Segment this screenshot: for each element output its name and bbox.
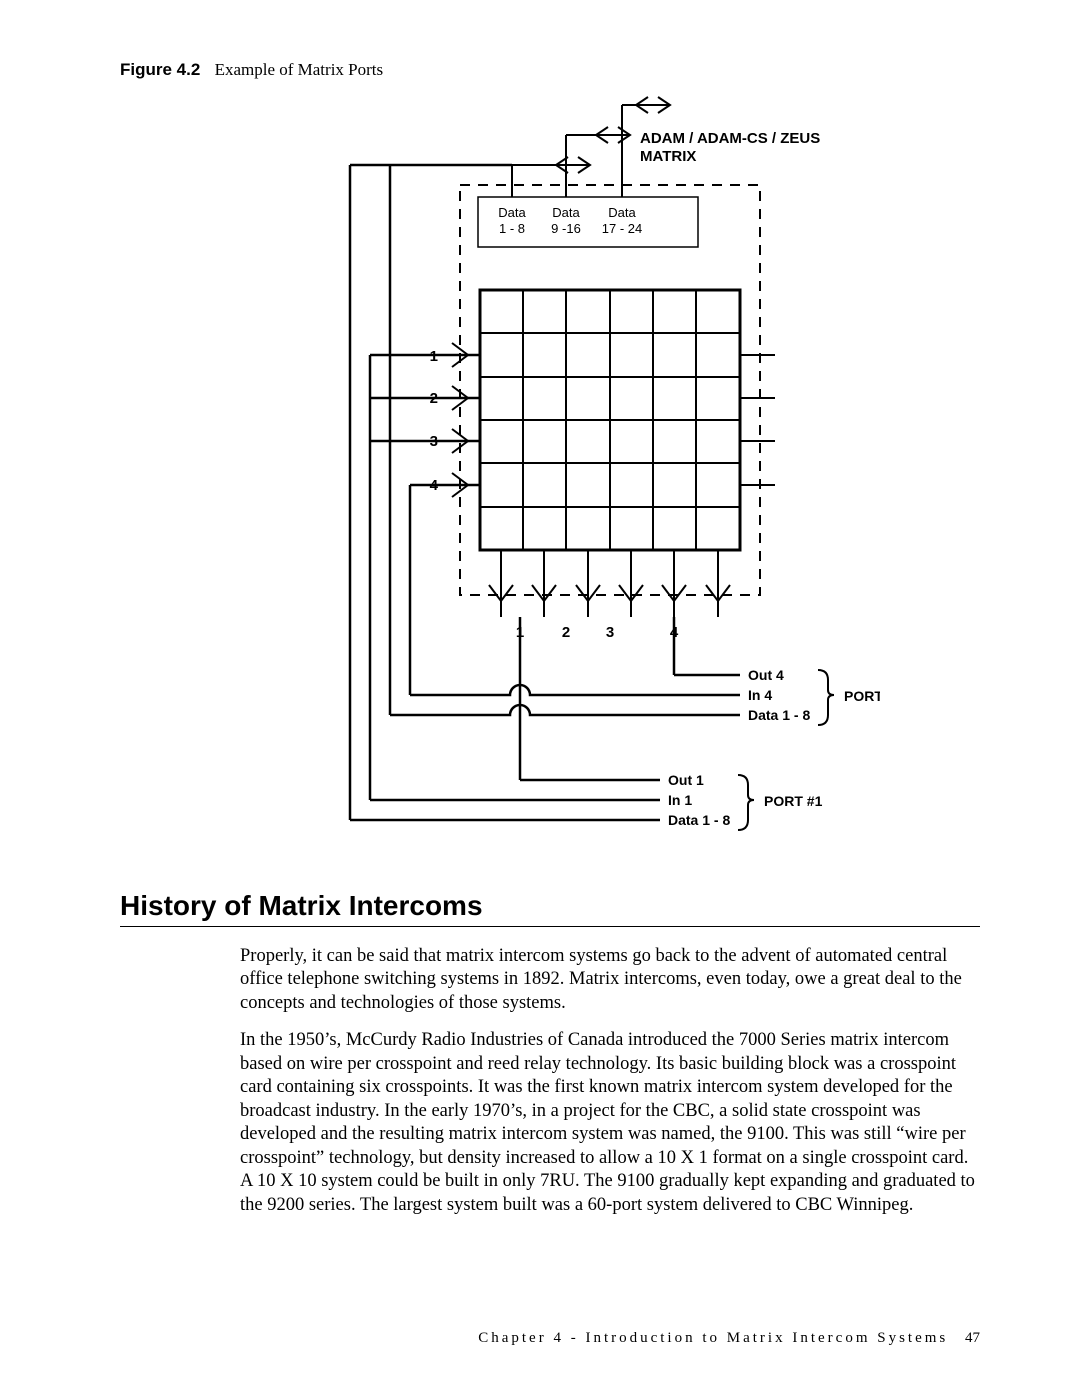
- data-c2-l2: 9 -16: [551, 221, 581, 236]
- page-footer: Chapter 4 - Introduction to Matrix Inter…: [120, 1330, 980, 1347]
- page: Figure 4.2 Example of Matrix Ports ADAM …: [0, 0, 1080, 1397]
- col-label-2: 2: [562, 624, 570, 641]
- row-label-2: 2: [430, 390, 438, 407]
- matrix-title-1: ADAM / ADAM-CS / ZEUS: [640, 130, 820, 147]
- p4-out-label: Out 4: [748, 667, 784, 683]
- p1-in-label: In 1: [668, 792, 692, 808]
- p4-in-h: [410, 685, 740, 695]
- paragraph-1: Properly, it can be said that matrix int…: [240, 945, 980, 1015]
- matrix-title-2: MATRIX: [640, 148, 696, 165]
- p1-out-label: Out 1: [668, 772, 704, 788]
- bottom-arrows: [489, 550, 730, 617]
- col-label-3: 3: [606, 624, 614, 641]
- figure-caption: Figure 4.2 Example of Matrix Ports: [120, 60, 980, 80]
- row-label-4: 4: [430, 477, 439, 494]
- data-c1-l1: Data: [498, 205, 526, 220]
- p4-in-label: In 4: [748, 687, 772, 703]
- p1-name: PORT #1: [764, 793, 823, 809]
- footer-chapter: Chapter 4 - Introduction to Matrix Inter…: [478, 1330, 948, 1346]
- matrix-diagram: ADAM / ADAM-CS / ZEUS MATRIX Data 1 - 8 …: [220, 95, 880, 855]
- body-text: Properly, it can be said that matrix int…: [240, 945, 980, 1217]
- figure-label: Figure 4.2: [120, 60, 200, 79]
- data-c1-l2: 1 - 8: [499, 221, 525, 236]
- footer-page-number: 47: [965, 1330, 980, 1346]
- p4-data-label: Data 1 - 8: [748, 707, 810, 723]
- p4-name: PORT #4: [844, 688, 880, 704]
- data-c3-l2: 17 - 24: [602, 221, 642, 236]
- figure-title: Example of Matrix Ports: [215, 60, 384, 79]
- paragraph-2: In the 1950’s, McCurdy Radio Industries …: [240, 1029, 980, 1217]
- section-heading: History of Matrix Intercoms: [120, 890, 980, 922]
- row-label-3: 3: [430, 433, 438, 450]
- p1-data-label: Data 1 - 8: [668, 812, 730, 828]
- diagram-container: ADAM / ADAM-CS / ZEUS MATRIX Data 1 - 8 …: [120, 95, 980, 855]
- p4-data-h2: [390, 705, 740, 715]
- row-label-1: 1: [430, 348, 438, 365]
- section-rule: [120, 926, 980, 927]
- p1-brace: [738, 775, 754, 830]
- data-c2-l1: Data: [552, 205, 580, 220]
- data-c3-l1: Data: [608, 205, 636, 220]
- p4-brace: [818, 670, 834, 725]
